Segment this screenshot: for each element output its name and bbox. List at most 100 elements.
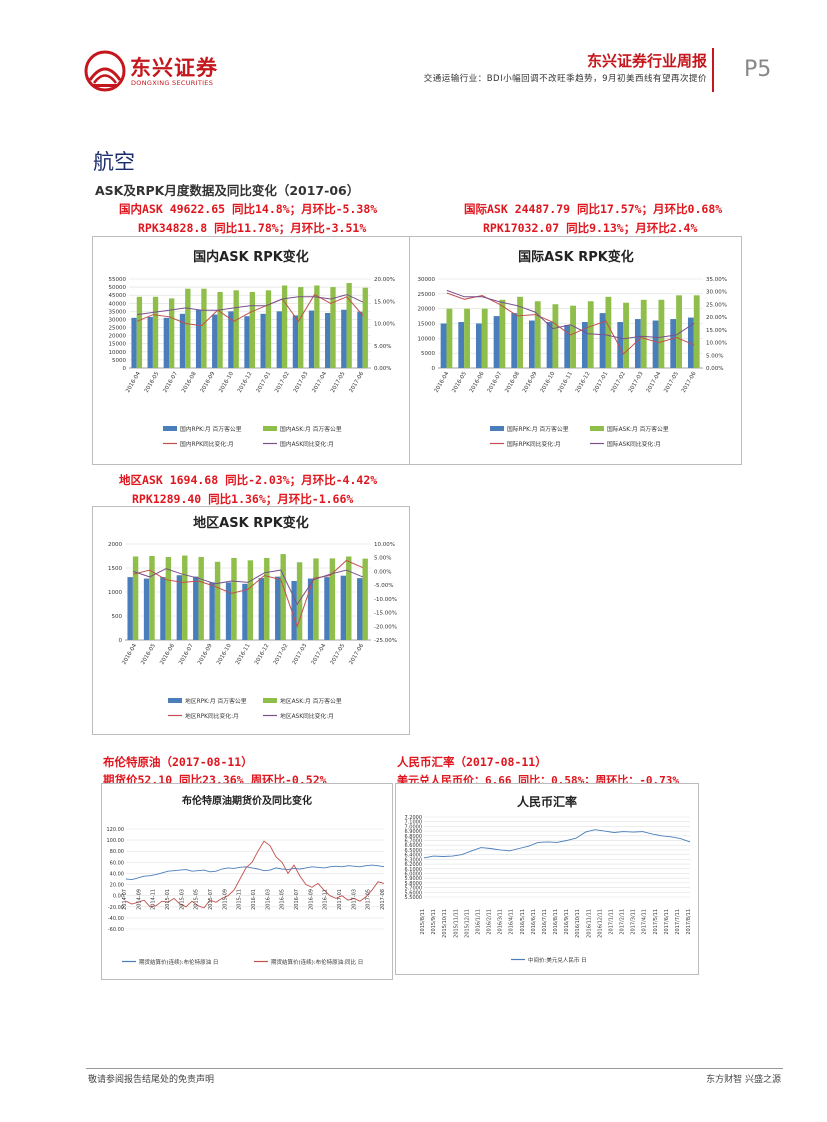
y-tick-label: 6.3000 bbox=[405, 857, 423, 863]
x-tick-label: 2015/12/11 bbox=[464, 909, 470, 938]
bar bbox=[160, 577, 166, 640]
bar bbox=[276, 311, 282, 368]
bar bbox=[528, 320, 535, 368]
y-left-tick-label: 500 bbox=[112, 614, 123, 620]
y-left-tick-label: 55000 bbox=[109, 277, 127, 283]
x-tick-label: 2015/9/11 bbox=[431, 909, 437, 935]
x-tick-label: 2017-05 bbox=[330, 643, 347, 666]
series-line bbox=[423, 829, 691, 859]
y-left-tick-label: 25000 bbox=[418, 292, 436, 298]
legend-label: 国内ASK同比变化:月 bbox=[280, 440, 334, 448]
x-tick-label: 2017-02 bbox=[610, 371, 627, 394]
chart-title: 布伦特原油期货价及同比变化 bbox=[182, 794, 312, 807]
y-tick-label: 7.0000 bbox=[405, 824, 423, 830]
bar bbox=[640, 299, 647, 368]
y-right-tick-label: 15.00% bbox=[706, 328, 727, 334]
bar bbox=[265, 290, 272, 368]
x-tick-label: 2017-03 bbox=[351, 889, 357, 910]
y-tick-label: 100.00 bbox=[107, 838, 125, 844]
bar bbox=[324, 577, 330, 640]
x-tick-label: 2017-04 bbox=[646, 371, 663, 394]
y-left-tick-label: 15000 bbox=[109, 342, 127, 348]
legend-label: 国际ASK同比变化:月 bbox=[607, 440, 661, 448]
y-right-tick-label: 10.00% bbox=[374, 322, 395, 328]
bar bbox=[458, 322, 465, 368]
x-tick-label: 2016-12 bbox=[237, 371, 254, 394]
x-tick-label: 2016/5/11 bbox=[520, 909, 526, 935]
bar bbox=[446, 308, 453, 368]
x-tick-label: 2016-12 bbox=[575, 371, 592, 394]
y-left-tick-label: 50000 bbox=[109, 285, 127, 291]
bar bbox=[182, 555, 188, 640]
bar bbox=[198, 556, 204, 640]
international-ask-rpk-chart: 国际ASK RPK变化 0 5000 10000 15000 20000 25000 3000… bbox=[418, 249, 727, 448]
y-tick-label: 120.00 bbox=[107, 827, 125, 833]
y-right-tick-label: 0.00% bbox=[374, 366, 391, 372]
x-tick-label: 2015-11 bbox=[237, 889, 243, 910]
bar bbox=[179, 313, 186, 368]
section-title: 航空 bbox=[93, 150, 135, 174]
x-tick-label: 2016-05 bbox=[280, 889, 286, 910]
bar bbox=[260, 313, 266, 368]
x-tick-label: 2016/4/11 bbox=[509, 909, 515, 935]
x-tick-label: 2017-01 bbox=[337, 889, 343, 910]
x-tick-label: 2017/2/11 bbox=[620, 909, 626, 935]
bar bbox=[143, 578, 150, 640]
bar bbox=[149, 556, 155, 640]
y-left-tick-label: 40000 bbox=[109, 301, 127, 307]
x-tick-label: 2017-01 bbox=[256, 371, 273, 394]
y-tick-label: 5.6000 bbox=[405, 890, 423, 896]
legend-label: 地区RPK同比变化:月 bbox=[185, 712, 239, 720]
rmb-caption-line1: 人民币汇率（2017-08-11） bbox=[397, 755, 547, 769]
bar bbox=[617, 322, 624, 368]
bar bbox=[209, 582, 215, 640]
bar bbox=[298, 287, 304, 368]
x-tick-label: 2017-05 bbox=[330, 371, 347, 394]
bar bbox=[552, 304, 559, 368]
y-right-tick-label: -20.00% bbox=[374, 624, 397, 630]
x-tick-label: 2016-08 bbox=[181, 371, 198, 394]
bar bbox=[242, 583, 248, 640]
bar bbox=[481, 308, 488, 368]
y-left-tick-label: 2000 bbox=[108, 542, 122, 548]
y-right-tick-label: -15.00% bbox=[374, 611, 397, 617]
y-left-tick-label: 10000 bbox=[418, 336, 436, 342]
y-tick-label: 6.5000 bbox=[405, 848, 423, 854]
bar bbox=[163, 317, 170, 368]
x-tick-label: 2017-02 bbox=[274, 371, 291, 394]
bar bbox=[195, 309, 202, 368]
page-number: P5 bbox=[744, 57, 772, 82]
bar bbox=[605, 296, 612, 368]
bar bbox=[346, 556, 352, 640]
y-left-tick-label: 25000 bbox=[109, 326, 127, 332]
x-tick-label: 2016-05 bbox=[140, 643, 157, 666]
bar bbox=[152, 296, 159, 368]
bar bbox=[169, 298, 175, 368]
x-tick-label: 2016-04 bbox=[125, 371, 142, 394]
bar bbox=[599, 313, 606, 368]
bar bbox=[212, 314, 218, 368]
y-right-tick-label: -25.00% bbox=[374, 638, 397, 644]
series-line bbox=[125, 840, 385, 909]
y-tick-label: 5.5000 bbox=[405, 895, 423, 901]
y-left-tick-label: 20000 bbox=[109, 334, 127, 340]
brent-caption-line1: 布伦特原油（2017-08-11） bbox=[103, 755, 253, 769]
bar bbox=[307, 578, 314, 640]
x-tick-label: 2017-02 bbox=[273, 643, 290, 666]
domestic-chart-panel: 国内ASK RPK变化 0 5000 10000 15000 20000 25000 3000… bbox=[92, 236, 410, 465]
bar bbox=[291, 580, 297, 640]
x-tick-label: 2016-06 bbox=[469, 371, 486, 394]
legend-label: 国际RPK同比变化:月 bbox=[507, 440, 561, 448]
subsection-title: ASK及RPK月度数据及同比变化（2017-06） bbox=[95, 183, 360, 198]
y-left-tick-label: 35000 bbox=[109, 309, 127, 315]
domestic-ask-rpk-chart: 国内ASK RPK变化 0 5000 10000 15000 20000 25000 3000… bbox=[109, 249, 395, 448]
y-left-tick-label: 5000 bbox=[112, 358, 126, 364]
x-tick-label: 2017-06 bbox=[349, 371, 366, 394]
x-tick-label: 2017/3/11 bbox=[631, 909, 637, 935]
brent-chart-panel: 布伦特原油期货价及同比变化 -60.00 -40.00 -20.00 0.00 20.00… bbox=[101, 783, 393, 980]
bar bbox=[658, 299, 665, 368]
y-left-tick-label: 0 bbox=[123, 366, 127, 372]
bar bbox=[185, 288, 191, 368]
bar bbox=[362, 287, 368, 368]
x-tick-label: 2016/3/11 bbox=[498, 909, 504, 935]
